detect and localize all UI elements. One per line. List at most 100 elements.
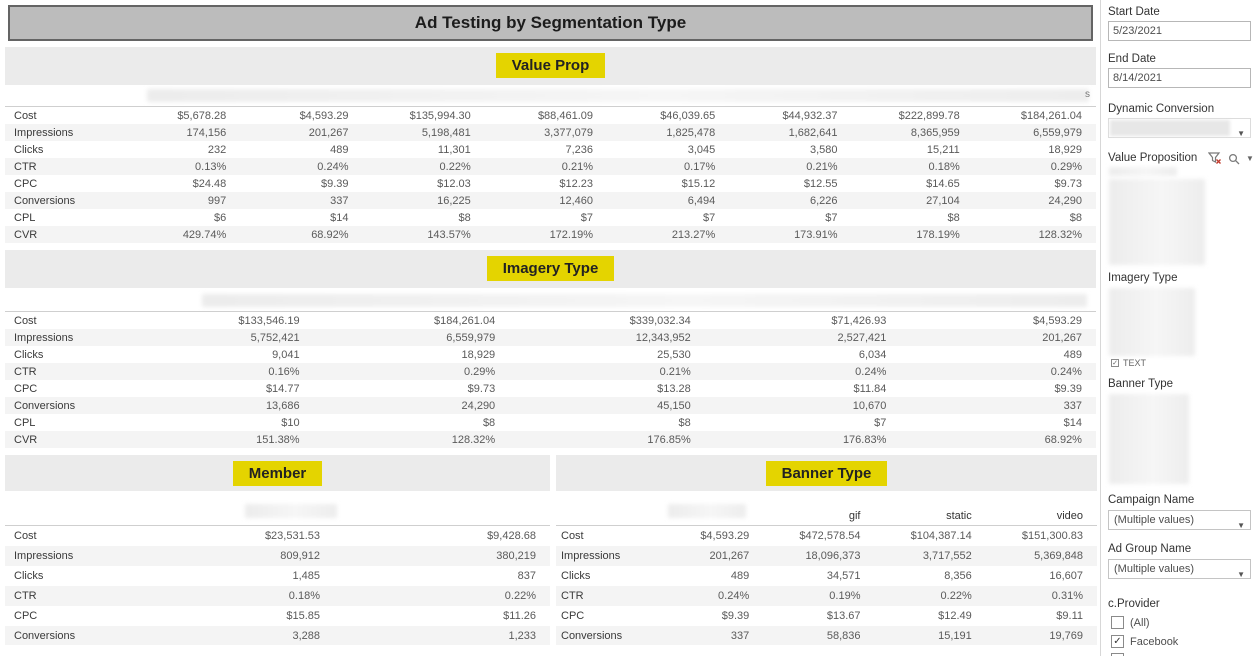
metric-value[interactable]: $4,593.29	[299, 109, 349, 122]
metric-value[interactable]: $151,300.83	[1021, 530, 1083, 542]
metric-value[interactable]: 58,836	[826, 630, 861, 642]
c-provider-option-all[interactable]: (All)	[1111, 616, 1150, 629]
metric-value[interactable]: 3,580	[809, 143, 838, 156]
metric-value[interactable]: 0.16%	[268, 365, 300, 378]
metric-value[interactable]: 0.22%	[439, 160, 471, 173]
checkbox-unchecked-icon[interactable]	[1111, 616, 1124, 629]
metric-value[interactable]: 6,494	[687, 194, 716, 207]
metric-value[interactable]: 0.13%	[195, 160, 227, 173]
metric-value[interactable]: 0.18%	[288, 590, 320, 602]
metric-value[interactable]: 3,045	[687, 143, 716, 156]
metric-value[interactable]: 201,267	[308, 126, 349, 139]
metric-value[interactable]: $133,546.19	[238, 314, 300, 327]
metric-value[interactable]: 489	[330, 143, 349, 156]
metric-value[interactable]: 151.38%	[256, 433, 300, 446]
metric-value[interactable]: 0.18%	[928, 160, 960, 173]
metric-value[interactable]: $14.77	[265, 382, 300, 395]
metric-value[interactable]: 809,912	[280, 550, 320, 562]
checkbox-checked-icon[interactable]: ✓	[1111, 359, 1119, 367]
dynamic-conversion-dropdown[interactable]: ▼	[1108, 118, 1251, 138]
metric-value[interactable]: 6,559,979	[1033, 126, 1082, 139]
metric-value[interactable]: 0.29%	[463, 365, 496, 378]
metric-value[interactable]: $10	[281, 416, 300, 429]
metric-value[interactable]: 6,226	[809, 194, 838, 207]
chevron-down-icon[interactable]: ▼	[1237, 521, 1245, 530]
metric-value[interactable]: 8,356	[944, 570, 972, 582]
metric-value[interactable]: 0.21%	[806, 160, 838, 173]
metric-value[interactable]: $8	[947, 211, 960, 224]
c-provider-option-facebook[interactable]: ✓ Facebook	[1111, 635, 1178, 648]
metric-value[interactable]: 176.83%	[842, 433, 887, 446]
metric-value[interactable]: 2,527,421	[837, 331, 887, 344]
metric-value[interactable]: 128.32%	[1038, 228, 1082, 241]
metric-value[interactable]: $7	[703, 211, 716, 224]
metric-value[interactable]: 0.22%	[940, 590, 972, 602]
metric-value[interactable]: $9.73	[467, 382, 496, 395]
metric-value[interactable]: $8	[458, 211, 471, 224]
metric-value[interactable]: 68.92%	[1044, 433, 1082, 446]
metric-value[interactable]: $5,678.28	[177, 109, 227, 122]
metric-value[interactable]: 0.24%	[1050, 365, 1082, 378]
metric-value[interactable]: 1,233	[508, 630, 536, 642]
metric-value[interactable]: 10,670	[852, 399, 887, 412]
metric-value[interactable]: $13.67	[826, 610, 861, 622]
metric-value[interactable]: 12,460	[559, 194, 593, 207]
metric-value[interactable]: 68.92%	[311, 228, 349, 241]
metric-value[interactable]: 174,156	[186, 126, 227, 139]
chevron-down-icon[interactable]: ▼	[1246, 154, 1254, 163]
metric-value[interactable]: 232	[207, 143, 227, 156]
chevron-down-icon[interactable]: ▼	[1237, 570, 1245, 579]
metric-value[interactable]: 143.57%	[427, 228, 471, 241]
metric-value[interactable]: $222,899.78	[898, 109, 960, 122]
metric-value[interactable]: $104,387.14	[910, 530, 972, 542]
metric-value[interactable]: 16,225	[437, 194, 471, 207]
metric-value[interactable]: 128.32%	[451, 433, 496, 446]
metric-value[interactable]: 9,041	[272, 348, 300, 361]
metric-value[interactable]: 380,219	[496, 550, 536, 562]
metric-value[interactable]: 3,717,552	[922, 550, 972, 562]
metric-value[interactable]: $15.12	[681, 177, 716, 190]
metric-value[interactable]: 25,530	[657, 348, 691, 361]
metric-value[interactable]: $9.73	[1054, 177, 1082, 190]
metric-value[interactable]: $7	[874, 416, 887, 429]
metric-value[interactable]: 1,485	[292, 570, 320, 582]
metric-value[interactable]: 34,571	[826, 570, 861, 582]
metric-value[interactable]: $4,593.29	[700, 530, 750, 542]
metric-value[interactable]: $6	[214, 211, 227, 224]
metric-value[interactable]: $9.39	[320, 177, 349, 190]
metric-value[interactable]: $44,932.37	[782, 109, 838, 122]
campaign-name-dropdown[interactable]: (Multiple values) ▼	[1108, 510, 1251, 530]
start-date-value[interactable]	[1113, 22, 1246, 40]
metric-value[interactable]: $4,593.29	[1033, 314, 1082, 327]
metric-value[interactable]: 5,752,421	[250, 331, 300, 344]
metric-value[interactable]: 5,369,848	[1034, 550, 1083, 562]
metric-value[interactable]: 0.19%	[829, 590, 861, 602]
metric-value[interactable]: 173.91%	[794, 228, 838, 241]
metric-value[interactable]: $12.49	[938, 610, 972, 622]
metric-value[interactable]: $13.28	[657, 382, 691, 395]
column-header[interactable]: gif	[848, 510, 861, 522]
metric-value[interactable]: $9.39	[1054, 382, 1082, 395]
metric-value[interactable]: 489	[730, 570, 750, 582]
metric-value[interactable]: $184,261.04	[434, 314, 496, 327]
metric-value[interactable]: $24.48	[192, 177, 227, 190]
metric-value[interactable]: 16,607	[1049, 570, 1083, 582]
column-header[interactable]: video	[1056, 510, 1083, 522]
metric-value[interactable]: $71,426.93	[831, 314, 887, 327]
metric-value[interactable]: $135,994.30	[409, 109, 471, 122]
metric-value[interactable]: 429.74%	[182, 228, 227, 241]
metric-value[interactable]: 8,365,959	[910, 126, 960, 139]
metric-value[interactable]: 0.21%	[561, 160, 593, 173]
metric-value[interactable]: $9.11	[1056, 610, 1083, 622]
end-date-value[interactable]	[1113, 69, 1246, 87]
metric-value[interactable]: $7	[580, 211, 593, 224]
metric-value[interactable]: $8	[1069, 211, 1082, 224]
metric-value[interactable]: 18,929	[1048, 143, 1082, 156]
metric-value[interactable]: 489	[1063, 348, 1082, 361]
metric-value[interactable]: 997	[207, 194, 227, 207]
metric-value[interactable]: 6,559,979	[446, 331, 496, 344]
start-date-input[interactable]	[1108, 21, 1251, 41]
filter-clear-icon[interactable]	[1208, 152, 1222, 165]
metric-value[interactable]: 27,104	[926, 194, 960, 207]
metric-value[interactable]: 18,096,373	[805, 550, 861, 562]
